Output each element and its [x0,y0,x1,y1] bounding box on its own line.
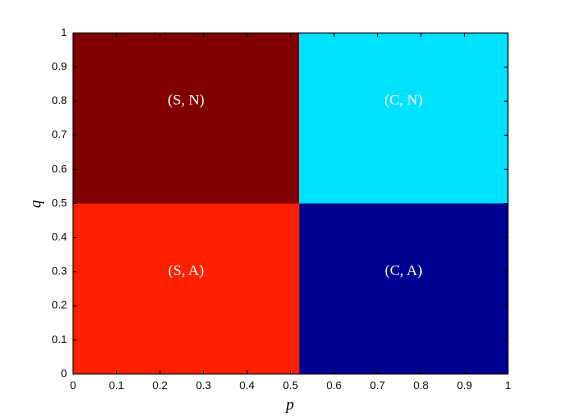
x-tick-label: 0.7 [370,380,385,392]
y-tick-label: 0.5 [52,197,67,209]
x-axis-label: p [285,397,294,414]
y-tick-label: 1 [61,27,67,39]
y-tick-label: 0.2 [52,300,67,312]
region [299,203,508,374]
y-tick-label: 0.7 [52,129,67,141]
region [299,33,508,204]
x-tick-label: 0.3 [196,380,211,392]
x-tick-label: 0.9 [457,380,472,392]
x-tick-label: 1 [505,380,511,392]
y-axis-label: q [28,200,45,208]
x-tick-label: 0.5 [283,380,298,392]
y-tick-label: 0.4 [52,232,67,244]
x-tick-label: 0.4 [239,380,254,392]
y-tick-label: 0.9 [52,61,67,73]
region-label: (S, A) [168,263,204,279]
x-tick-label: 0.1 [109,380,124,392]
y-tick-label: 0 [61,368,67,380]
y-tick-label: 0.8 [52,95,67,107]
region-label: (C, N) [384,93,422,109]
x-tick-label: 0.8 [413,380,428,392]
y-tick-label: 0.6 [52,163,67,175]
x-tick-label: 0.2 [152,380,167,392]
x-tick-label: 0 [70,380,76,392]
x-tick-label: 0.6 [326,380,341,392]
region-label: (C, A) [385,263,423,279]
region-label: (S, N) [168,93,205,109]
y-tick-label: 0.1 [52,334,67,346]
y-tick-label: 0.3 [52,266,67,278]
region [73,203,300,374]
region [73,33,300,204]
